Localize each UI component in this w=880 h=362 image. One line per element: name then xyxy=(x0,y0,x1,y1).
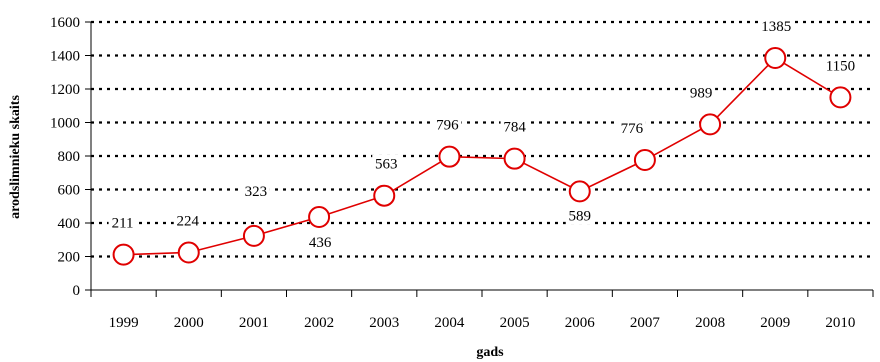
y-tick-label: 400 xyxy=(58,216,81,232)
data-label-bg xyxy=(565,206,594,225)
data-point-2006 xyxy=(568,180,591,203)
data-point-2001 xyxy=(242,224,265,247)
y-tick-labels: 0 200 400 600 800 1000 1200 1400 1600 xyxy=(50,15,80,299)
data-label-2007: 776 xyxy=(621,121,644,137)
data-series xyxy=(112,47,852,266)
x-tick-label: 2010 xyxy=(825,315,855,331)
y-tick-label: 800 xyxy=(58,149,81,165)
data-label-bg xyxy=(758,17,795,36)
y-tick-label: 0 xyxy=(73,283,81,299)
data-label-2000: 224 xyxy=(177,213,200,229)
y-axis-title: arodslimnieku skaits xyxy=(8,95,23,219)
x-tick-label: 2007 xyxy=(630,315,661,331)
x-tick-label: 2001 xyxy=(239,315,269,331)
data-label-1999: 211 xyxy=(112,216,134,232)
x-tick-label: 2008 xyxy=(695,315,725,331)
axes xyxy=(85,21,874,297)
x-axis-title: gads xyxy=(476,345,504,360)
data-point-2004 xyxy=(438,145,461,168)
y-tick-label: 1000 xyxy=(50,116,80,132)
data-label-2003: 563 xyxy=(375,157,398,173)
x-tick-label: 2005 xyxy=(500,315,530,331)
y-tick-label: 600 xyxy=(58,183,81,199)
x-tick-label: 1999 xyxy=(109,315,139,331)
x-tick-label: 2006 xyxy=(565,315,596,331)
data-label-bg xyxy=(108,213,137,232)
data-point-1999 xyxy=(112,243,135,266)
data-label-bg xyxy=(241,181,270,200)
data-label-2006: 589 xyxy=(569,208,592,224)
data-label-2001: 323 xyxy=(245,184,268,200)
x-tick-label: 2002 xyxy=(304,315,334,331)
y-tick-label: 1600 xyxy=(50,15,80,31)
y-tick-label: 1400 xyxy=(50,49,80,65)
data-label-2002: 436 xyxy=(309,235,332,251)
data-label-2009: 1385 xyxy=(761,19,791,35)
data-point-2007 xyxy=(633,149,656,172)
data-point-2009 xyxy=(764,47,787,70)
x-tick-label: 2003 xyxy=(369,315,399,331)
data-label-bg xyxy=(433,115,462,134)
data-label-2008: 989 xyxy=(690,85,713,101)
data-label-2004: 796 xyxy=(436,118,459,134)
series-line xyxy=(123,57,841,256)
data-point-2002 xyxy=(308,205,331,228)
data-point-2000 xyxy=(177,241,200,264)
data-point-2010 xyxy=(829,86,852,109)
data-label-bg xyxy=(173,211,202,230)
x-tick-labels: 1999 2000 2001 2002 2003 2004 2005 2006 2007 2008… xyxy=(109,315,856,331)
data-label-bg xyxy=(306,232,335,251)
data-label-bg xyxy=(822,56,859,75)
data-label-bg xyxy=(617,119,646,138)
y-tick-label: 200 xyxy=(58,250,81,266)
data-label-bg xyxy=(500,117,529,136)
gridlines xyxy=(91,20,873,258)
data-point-2005 xyxy=(503,147,526,170)
data-label-bg xyxy=(687,83,716,102)
x-tick-label: 2000 xyxy=(174,315,204,331)
data-point-2008 xyxy=(699,113,722,136)
data-labels: 211 224 323 436 563 796 784 589 776 989 1385 1150 xyxy=(108,17,859,251)
data-label-bg xyxy=(372,154,401,173)
y-tick-label: 1200 xyxy=(50,82,80,98)
x-tick-label: 2009 xyxy=(760,315,790,331)
data-point-2003 xyxy=(373,184,396,207)
data-label-2005: 784 xyxy=(503,120,526,136)
x-tick-label: 2004 xyxy=(434,315,465,331)
data-label-2010: 1150 xyxy=(826,58,855,74)
